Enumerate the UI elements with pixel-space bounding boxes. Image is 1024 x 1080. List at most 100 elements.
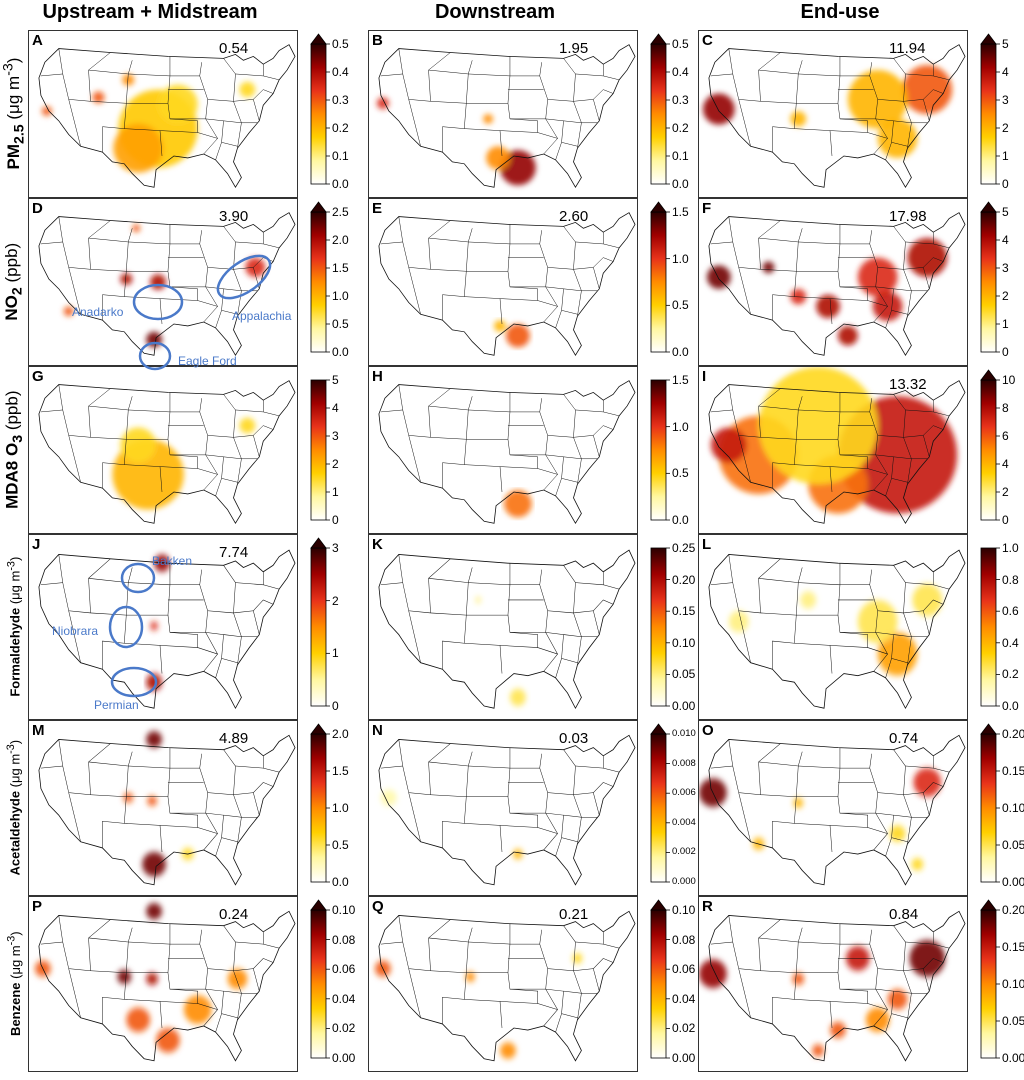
state-border — [575, 571, 604, 586]
colorbar-gradient — [980, 379, 997, 521]
state-border — [428, 388, 451, 438]
state-border — [233, 99, 260, 121]
state-border — [428, 927, 473, 943]
map-panel-a: A 0.54 — [28, 30, 298, 198]
state-border — [402, 409, 431, 438]
row-label-1: PM2.5 (μg m-3) — [0, 30, 28, 198]
concentration-hotspot — [475, 596, 482, 604]
colorbar-extend-arrow — [310, 201, 327, 213]
state-border — [867, 647, 888, 655]
colorbar-tick-label: 0.1 — [672, 149, 689, 163]
state-border — [500, 796, 538, 828]
panel-total-value: 4.89 — [219, 730, 249, 747]
state-border — [90, 409, 129, 440]
concentration-hotspot — [483, 114, 494, 124]
colorbar-gradient — [980, 909, 997, 1059]
concentration-field — [702, 65, 953, 158]
us-map — [699, 910, 966, 1062]
state-border — [402, 73, 431, 102]
concentration-hotspot — [706, 265, 731, 289]
state-border — [235, 232, 264, 245]
state-border — [539, 75, 558, 155]
panel-letter: R — [702, 898, 713, 915]
panel-letter: L — [702, 536, 712, 553]
concentration-hotspot — [913, 768, 942, 797]
panel-letter: F — [702, 200, 712, 217]
colorbar-tick-label: 0.08 — [672, 932, 696, 947]
state-border — [923, 782, 944, 793]
colorbar-tick-label: 0.1 — [332, 149, 349, 163]
concentration-field — [123, 731, 194, 877]
panel-letter: J — [32, 536, 41, 553]
colorbar-m: 2.0 1.5 1.0 0.5 0.0 — [310, 723, 349, 888]
state-border — [593, 425, 614, 436]
state-border — [128, 56, 171, 77]
state-border — [593, 257, 614, 268]
concentration-hotspot — [699, 959, 727, 989]
state-border — [468, 563, 511, 586]
state-border — [221, 142, 238, 147]
basin-label-permian: Permian — [94, 698, 139, 712]
state-border — [563, 58, 576, 102]
state-border — [68, 267, 81, 315]
colorbar-tick-label: 0.0 — [672, 345, 689, 359]
state-border — [867, 468, 888, 475]
colorbar-tick-label: 1 — [1002, 317, 1009, 331]
state-border — [891, 310, 908, 315]
state-border — [537, 1003, 558, 1010]
colorbar-tick-label: 0.008 — [672, 757, 696, 769]
state-border — [573, 267, 600, 289]
state-border — [500, 972, 538, 1004]
map-panel-l: L — [698, 534, 968, 720]
state-border — [839, 230, 872, 245]
state-border — [199, 584, 218, 672]
state-border — [235, 755, 264, 769]
panel-total-value: 13.32 — [889, 376, 927, 393]
state-border — [428, 396, 473, 411]
state-border — [710, 48, 734, 77]
concentration-hotspot — [120, 273, 133, 285]
colorbar-tick-label: 1.0 — [672, 419, 689, 434]
us-outline — [708, 44, 966, 189]
concentration-field — [699, 939, 946, 1057]
panel-letter: N — [372, 722, 383, 739]
row-label-units: (ppb) — [2, 390, 22, 436]
map-panel-d: D 3.90 — [28, 198, 298, 366]
state-border — [197, 1003, 218, 1010]
state-border — [796, 75, 841, 104]
colorbar-tick-label: 0 — [332, 513, 339, 527]
panel-total-value: 1.95 — [559, 40, 589, 57]
state-border — [500, 439, 538, 469]
state-border — [408, 610, 421, 663]
colorbar-extend-arrow — [310, 33, 327, 45]
state-border — [223, 120, 242, 149]
colorbar-tick-label: 0.5 — [672, 466, 689, 481]
state-border — [221, 658, 238, 663]
row-label-4: Formaldehyde (μg m-3) — [0, 534, 28, 720]
state-border — [102, 103, 127, 153]
colorbar-tick-label: 2 — [1002, 289, 1009, 303]
panel-total-value: 11.94 — [889, 40, 926, 57]
state-border — [430, 73, 469, 104]
state-border — [923, 599, 944, 611]
state-border — [221, 310, 238, 315]
state-border — [732, 582, 761, 614]
state-border — [732, 409, 761, 438]
state-border — [603, 411, 620, 417]
concentration-hotspot — [728, 610, 749, 633]
state-border — [573, 792, 600, 816]
colorbar-tick-label: 1.5 — [672, 205, 689, 219]
panel-total-value: 0.24 — [219, 906, 249, 923]
colorbar-tick-label: 0.10 — [672, 903, 696, 917]
state-border — [68, 435, 81, 483]
state-border — [537, 468, 558, 475]
panel-total-value: 0.84 — [889, 906, 919, 923]
state-border — [539, 243, 558, 323]
state-border — [62, 941, 91, 971]
colorbar-tick-label: 0.3 — [332, 93, 349, 107]
state-border — [798, 747, 841, 769]
us-map — [38, 731, 296, 886]
state-border — [428, 220, 451, 270]
state-border — [758, 220, 781, 270]
state-border — [102, 972, 127, 1024]
